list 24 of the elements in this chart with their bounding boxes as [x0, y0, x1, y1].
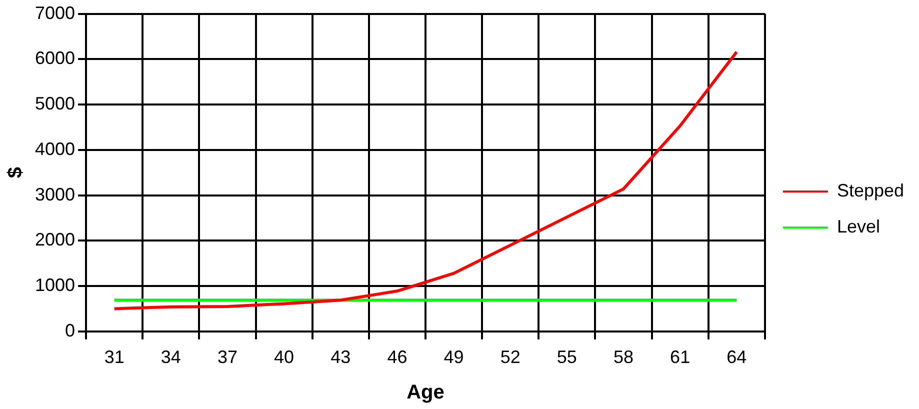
x-tick-label: 34	[160, 347, 181, 368]
x-tick-label: 43	[330, 347, 351, 368]
y-axis-title: $	[4, 167, 27, 178]
x-tick-label: 49	[444, 347, 464, 368]
y-tick-label: 1000	[34, 274, 76, 295]
x-tick-label: 37	[217, 347, 238, 368]
x-tick-label: 64	[726, 347, 747, 368]
x-tick-label: 46	[387, 347, 408, 368]
y-tick-label: 5000	[34, 94, 76, 114]
y-tick-label: 7000	[34, 2, 76, 23]
y-tick-label: 6000	[34, 48, 76, 68]
x-tick-label: 40	[274, 347, 294, 368]
y-tick-label: 0	[65, 320, 76, 340]
legend-label: Level	[836, 216, 880, 236]
x-tick-label: 55	[556, 347, 577, 368]
x-axis-title: Age	[406, 382, 444, 404]
legend-label: Stepped	[836, 180, 904, 200]
y-tick-label: 4000	[34, 138, 76, 159]
y-tick-label: 3000	[34, 184, 76, 204]
x-tick-label: 61	[670, 347, 690, 368]
x-tick-label: 58	[613, 347, 634, 368]
y-tick-label: 2000	[34, 230, 76, 250]
x-tick-label: 52	[500, 347, 520, 368]
x-tick-label: 31	[104, 347, 124, 368]
